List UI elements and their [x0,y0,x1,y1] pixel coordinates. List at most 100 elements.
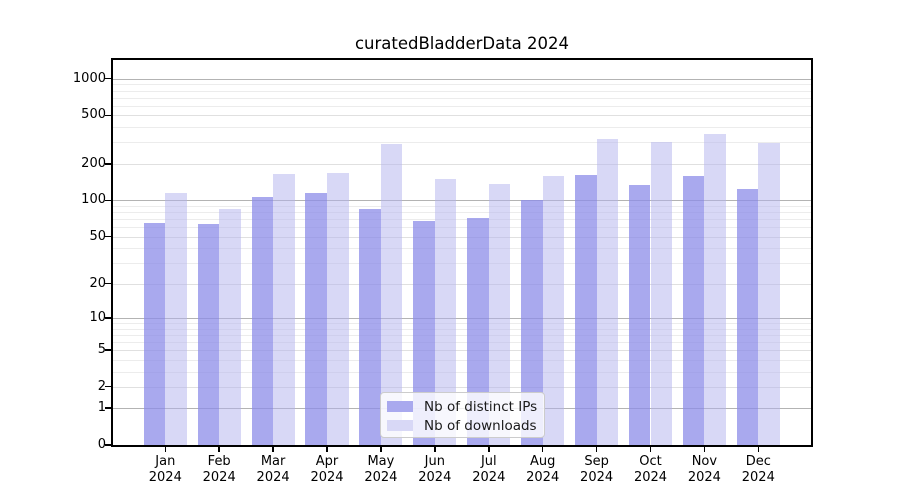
y-gridline-major [113,78,811,80]
y-gridline-minor [113,90,811,92]
y-tick-label-0: 0 [97,437,106,452]
x-tick-label-apr: Apr 2024 [310,454,344,485]
y-tick-mark [105,114,111,117]
y-gridline-major [113,236,811,238]
x-tick-mark [757,447,760,452]
bar-downloads-10 [650,141,673,445]
legend-label-downloads: Nb of downloads [424,417,537,434]
x-tick-mark [326,447,328,452]
bar-downloads-3 [273,173,295,445]
bar-distinct-ips-4 [305,193,327,445]
y-gridline-minor [113,127,811,129]
x-tick-mark [218,447,220,452]
y-gridline-minor [113,334,811,336]
y-tick-mark [105,77,111,80]
y-tick-label-10: 10 [89,309,106,325]
y-gridline-minor [113,322,811,324]
y-tick-mark [105,349,111,351]
bar-distinct-ips-1 [143,222,166,445]
y-tick-label-200: 200 [81,155,106,171]
x-tick-mark [703,447,706,452]
legend-swatch-distinct-ips [387,401,413,412]
y-gridline-major [113,200,811,202]
x-tick-label-mar: Mar 2024 [256,454,290,485]
bar-downloads-2 [219,208,241,445]
y-gridline-minor [113,248,811,250]
bar-downloads-12 [758,142,780,445]
bar-downloads-1 [165,192,187,445]
y-gridline-minor [113,262,811,264]
x-tick-mark [380,447,382,452]
y-gridline-minor [113,359,811,361]
y-gridline-minor [113,219,811,220]
x-tick-mark [649,447,652,452]
legend: Nb of distinct IPs Nb of downloads [380,392,545,438]
legend-swatch-downloads [387,420,413,431]
plot-area: Nb of distinct IPs Nb of downloads [111,58,813,447]
bar-downloads-11 [704,134,726,445]
y-gridline-minor [113,212,811,213]
x-tick-label-nov: Nov 2024 [687,454,721,485]
y-tick-label-500: 500 [81,107,106,123]
x-tick-label-oct: Oct 2024 [633,454,668,485]
x-tick-label-jul: Jul 2024 [472,454,506,485]
y-tick-mark [105,235,111,238]
y-gridline-major [113,283,811,285]
y-gridline-major [113,386,811,388]
bar-downloads-4 [327,173,349,445]
x-tick-label-jan: Jan 2024 [148,454,182,485]
y-tick-label-5: 5 [97,342,106,357]
y-gridline-minor [113,341,811,343]
bar-distinct-ips-5 [359,208,381,445]
y-gridline-minor [113,142,811,144]
bar-downloads-8 [542,176,565,445]
x-tick-label-feb: Feb 2024 [202,454,236,485]
legend-label-distinct-ips: Nb of distinct IPs [424,398,538,415]
y-gridline-minor [113,105,811,107]
x-tick-label-dec: Dec 2024 [741,454,775,485]
y-gridline-major [113,115,811,117]
y-tick-label-1000: 1000 [72,70,106,86]
y-gridline-major [113,163,811,165]
x-tick-mark [595,447,598,452]
bar-distinct-ips-2 [197,223,220,445]
bar-distinct-ips-8 [521,200,543,445]
x-tick-label-jun: Jun 2024 [418,454,452,485]
y-gridline-minor [113,205,811,207]
bar-downloads-5 [380,144,403,445]
y-tick-mark [105,444,111,446]
bar-distinct-ips-11 [682,176,705,445]
y-tick-mark [105,317,111,319]
bar-distinct-ips-10 [628,185,651,445]
y-tick-mark [105,282,111,285]
y-tick-label-20: 20 [89,275,106,291]
legend-row-downloads: Nb of downloads [387,416,537,435]
bar-distinct-ips-6 [413,220,435,445]
y-gridline-minor [113,97,811,99]
y-tick-label-2: 2 [97,378,106,394]
x-tick-label-sep: Sep 2024 [580,454,614,485]
y-gridline-minor [113,371,811,373]
x-tick-mark [164,447,167,452]
x-tick-mark [272,447,274,452]
bar-distinct-ips-3 [251,197,274,445]
bar-downloads-7 [488,184,511,445]
x-tick-label-may: May 2024 [364,454,398,485]
y-gridline-minor [113,227,811,228]
chart-title: curatedBladderData 2024 [354,34,570,53]
bar-distinct-ips-7 [467,218,489,445]
bar-downloads-9 [596,139,619,445]
y-tick-label-100: 100 [81,192,106,208]
bar-distinct-ips-9 [575,175,597,445]
x-tick-mark [541,447,544,452]
legend-row-distinct-ips: Nb of distinct IPs [387,397,538,416]
y-tick-label-1: 1 [97,400,106,416]
bar-downloads-6 [434,178,457,445]
x-tick-mark [434,447,436,452]
y-tick-label-50: 50 [89,228,106,244]
y-gridline-minor [113,328,811,330]
x-tick-label-aug: Aug 2024 [526,454,560,485]
bar-distinct-ips-12 [736,189,759,445]
y-tick-mark [105,407,111,409]
